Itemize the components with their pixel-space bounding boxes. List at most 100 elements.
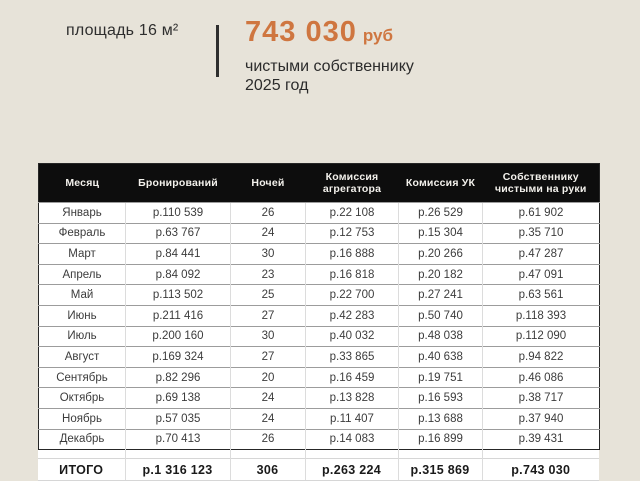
table-cell: р.69 138: [125, 387, 231, 409]
total-amount-line: 743 030 руб: [245, 16, 393, 49]
table-row: Октябрь р.69 138 24 р.13 828 р.16 593 р.38 71…: [38, 387, 600, 409]
table-cell: 30: [230, 243, 306, 265]
table-cell: Март: [38, 243, 126, 265]
currency-label: руб: [362, 26, 393, 45]
table-cell: 26: [230, 428, 306, 450]
table-row: Март р.84 441 30 р.16 888 р.20 266 р.47 287: [38, 243, 600, 265]
table-cell: р.16 818: [305, 263, 399, 285]
totals-cell: 306: [229, 458, 305, 481]
table-cell: р.169 324: [125, 346, 231, 368]
table-cell: 27: [230, 304, 306, 327]
totals-cell: ИТОГО: [38, 458, 125, 481]
table-cell: р.16 593: [398, 387, 483, 409]
table-cell: Июль: [38, 325, 126, 347]
spacer-cell: [397, 450, 482, 459]
table-row: Июль р.200 160 30 р.40 032 р.48 038 р.112 090: [38, 325, 600, 347]
total-amount: 743 030: [245, 16, 357, 48]
table-row: Апрель р.84 092 23 р.16 818 р.20 182 р.47 091: [38, 263, 600, 285]
table-cell: р.84 441: [125, 243, 231, 265]
table-cell: р.38 717: [482, 387, 600, 409]
table-cell: р.46 086: [482, 366, 600, 388]
table-cell: р.14 083: [305, 428, 399, 450]
table-cell: 24: [230, 222, 306, 244]
table-cell: Январь: [38, 202, 126, 224]
table-cell: 24: [230, 407, 306, 430]
table-cell: р.70 413: [125, 428, 231, 450]
table-row: Февраль р.63 767 24 р.12 753 р.15 304 р.35 71…: [38, 222, 600, 244]
table-cell: р.57 035: [125, 407, 231, 430]
spacer-row: [38, 450, 599, 459]
table-cell: Декабрь: [38, 428, 126, 450]
table-cell: 30: [230, 325, 306, 347]
table-header-cell: Комиссия УК: [398, 163, 483, 203]
table-cell: р.82 296: [125, 366, 231, 388]
table-cell: 23: [230, 263, 306, 285]
table-header-cell: Месяц: [38, 163, 126, 203]
table-cell: р.211 416: [125, 304, 231, 327]
table-row: Август р.169 324 27 р.33 865 р.40 638 р.94 82…: [38, 346, 600, 368]
spacer-cell: [124, 450, 230, 459]
table-cell: р.40 032: [305, 325, 399, 347]
table-cell: р.113 502: [125, 284, 231, 306]
table-cell: р.37 940: [482, 407, 600, 430]
table-cell: р.20 182: [398, 263, 483, 285]
months-table-body: Январь р.110 539 26 р.22 108 р.26 529 р.61 90…: [38, 202, 600, 450]
subtitle-line2: 2025 год: [245, 77, 309, 94]
table-cell: 20: [230, 366, 306, 388]
table-cell: р.16 899: [398, 428, 483, 450]
table-cell: р.33 865: [305, 346, 399, 368]
table-cell: Апрель: [38, 263, 126, 285]
table-cell: р.84 092: [125, 263, 231, 285]
table-header-row: Месяц Бронирований Ночей Комиссия агрегатор…: [38, 163, 600, 203]
table-cell: р.200 160: [125, 325, 231, 347]
table-cell: р.15 304: [398, 222, 483, 244]
table-cell: р.47 287: [482, 243, 600, 265]
table-cell: р.19 751: [398, 366, 483, 388]
table-cell: р.94 822: [482, 346, 600, 368]
table-cell: 26: [230, 202, 306, 224]
totals-row: ИТОГО р.1 316 123 306 р.263 224 р.315 869 р.7…: [38, 458, 599, 481]
vertical-divider: [216, 25, 219, 77]
table-header-cell: Ночей: [230, 163, 306, 203]
table-cell: р.39 431: [482, 428, 600, 450]
table-cell: Сентябрь: [38, 366, 126, 388]
table-cell: р.40 638: [398, 346, 483, 368]
table-cell: р.13 828: [305, 387, 399, 409]
table-header-cell: Бронирований: [125, 163, 231, 203]
table-cell: Август: [38, 346, 126, 368]
totals-cell: р.315 869: [397, 458, 482, 481]
table-cell: р.112 090: [482, 325, 600, 347]
table-cell: р.61 902: [482, 202, 600, 224]
table-cell: р.26 529: [398, 202, 483, 224]
table-cell: Ноябрь: [38, 407, 126, 430]
income-table-wrap: Месяц Бронирований Ночей Комиссия агрегатор…: [38, 163, 600, 481]
area-label: площадь 16 м²: [66, 22, 179, 39]
spacer-cell: [481, 450, 599, 459]
table-cell: р.63 561: [482, 284, 600, 306]
table-cell: р.27 241: [398, 284, 483, 306]
table-cell: р.16 459: [305, 366, 399, 388]
table-header-cell: Собственнику чистыми на руки: [482, 163, 600, 203]
table-cell: р.47 091: [482, 263, 600, 285]
table-cell: р.16 888: [305, 243, 399, 265]
table-cell: р.42 283: [305, 304, 399, 327]
table-cell: р.22 108: [305, 202, 399, 224]
totals-cell: р.263 224: [304, 458, 398, 481]
subtitle: чистыми собственнику 2025 год: [245, 57, 414, 95]
table-cell: р.22 700: [305, 284, 399, 306]
table-cell: 27: [230, 346, 306, 368]
table-row: Сентябрь р.82 296 20 р.16 459 р.19 751 р.46 0…: [38, 366, 600, 388]
table-header-cell: Комиссия агрегатора: [305, 163, 399, 203]
table-row: Июнь р.211 416 27 р.42 283 р.50 740 р.118 393: [38, 304, 600, 327]
table-cell: Февраль: [38, 222, 126, 244]
totals-cell: р.1 316 123: [124, 458, 230, 481]
table-row: Май р.113 502 25 р.22 700 р.27 241 р.63 561: [38, 284, 600, 306]
table-cell: р.48 038: [398, 325, 483, 347]
table-cell: р.35 710: [482, 222, 600, 244]
table-cell: р.118 393: [482, 304, 600, 327]
table-cell: р.11 407: [305, 407, 399, 430]
table-cell: р.110 539: [125, 202, 231, 224]
table-row: Январь р.110 539 26 р.22 108 р.26 529 р.61 90…: [38, 202, 600, 224]
table-row: Декабрь р.70 413 26 р.14 083 р.16 899 р.39 43…: [38, 428, 600, 450]
